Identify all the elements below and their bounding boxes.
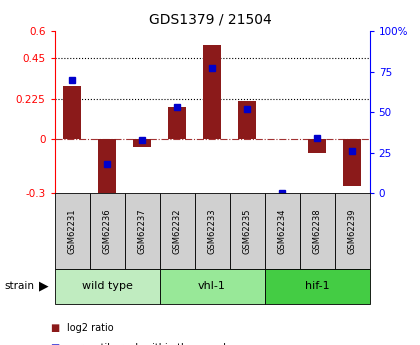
Bar	[194, 193, 230, 269]
Text: ■: ■	[50, 323, 60, 333]
Bar	[98, 139, 116, 200]
Bar	[63, 86, 81, 139]
Bar	[55, 193, 89, 269]
Text: ■: ■	[50, 344, 60, 345]
Bar	[168, 107, 186, 139]
Bar	[344, 139, 361, 186]
Bar	[265, 193, 299, 269]
Bar	[335, 193, 370, 269]
Bar	[230, 193, 265, 269]
Text: wild type: wild type	[81, 282, 133, 291]
Text: vhl-1: vhl-1	[198, 282, 226, 291]
Bar	[203, 46, 221, 139]
Text: percentile rank within the sample: percentile rank within the sample	[67, 344, 232, 345]
Bar	[55, 269, 160, 304]
Bar	[239, 101, 256, 139]
Text: GDS1379 / 21504: GDS1379 / 21504	[149, 12, 271, 26]
Bar	[134, 139, 151, 147]
Text: GSM62237: GSM62237	[138, 208, 147, 254]
Bar	[299, 193, 335, 269]
Bar	[160, 193, 194, 269]
Text: GSM62236: GSM62236	[102, 208, 112, 254]
Bar	[160, 269, 265, 304]
Bar	[125, 193, 160, 269]
Text: strain: strain	[4, 282, 34, 291]
Text: ▶: ▶	[39, 280, 49, 293]
Text: GSM62234: GSM62234	[278, 208, 286, 254]
Bar	[308, 139, 326, 152]
Text: GSM62233: GSM62233	[207, 208, 217, 254]
Text: GSM62232: GSM62232	[173, 208, 181, 254]
Text: GSM62235: GSM62235	[243, 208, 252, 254]
Text: GSM62231: GSM62231	[68, 208, 76, 254]
Text: GSM62239: GSM62239	[348, 208, 357, 254]
Text: hif-1: hif-1	[305, 282, 329, 291]
Text: log2 ratio: log2 ratio	[67, 323, 114, 333]
Bar	[89, 193, 125, 269]
Text: GSM62238: GSM62238	[312, 208, 322, 254]
Bar	[265, 269, 370, 304]
